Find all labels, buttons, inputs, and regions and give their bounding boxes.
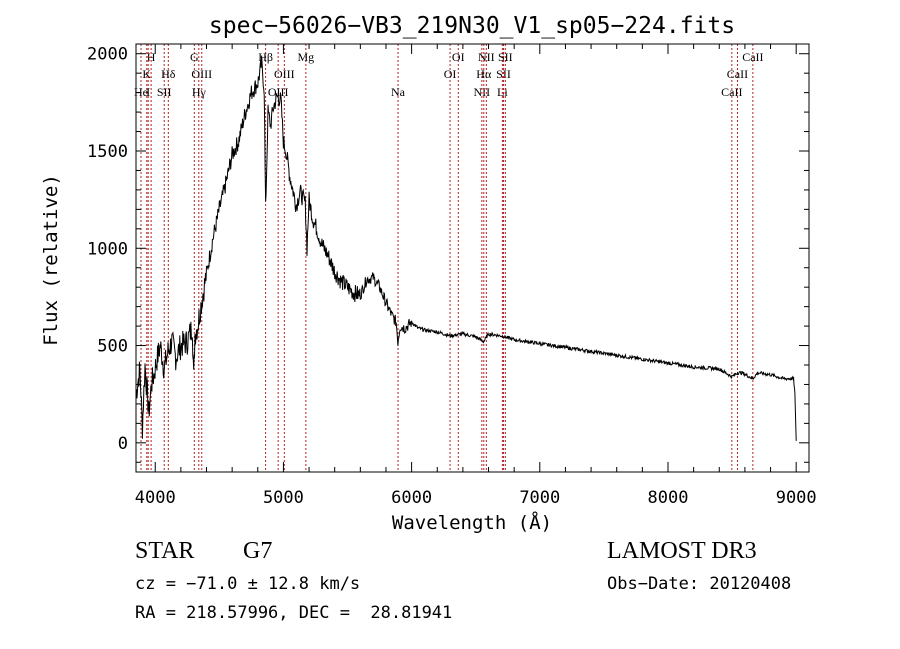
spectral-line-label: SII	[157, 85, 172, 99]
y-tick-label: 2000	[87, 45, 128, 65]
star-class: STAR	[135, 538, 195, 564]
spectral-line-label: Hδ	[161, 67, 176, 81]
spectral-line-label: He	[134, 85, 148, 99]
spectral-line-label: Na	[391, 85, 406, 99]
spectral-line-label: Hγ	[192, 85, 207, 99]
x-tick-label: 4000	[135, 488, 176, 508]
star-subclass: G7	[243, 538, 273, 564]
spectral-line-label: OI	[444, 67, 457, 81]
spectral-line-label: CaII	[742, 50, 763, 64]
y-tick-label: 1500	[87, 142, 128, 162]
x-tick-label: 6000	[391, 488, 432, 508]
y-axis-label: Flux (relative)	[40, 174, 62, 346]
y-tick-label: 500	[97, 337, 128, 357]
spectral-line-label: CaII	[721, 85, 742, 99]
spectral-line-label: OIII	[274, 67, 295, 81]
spectral-line-label: OIII	[191, 67, 212, 81]
x-tick-label: 9000	[776, 488, 817, 508]
observation-date: Obs−Date: 20120408	[607, 574, 792, 594]
axes-layer: 4000 5000 6000 7000 8000 9000 0 500 1000 1500 2000	[87, 44, 817, 508]
survey-name: LAMOST DR3	[607, 538, 757, 564]
x-axis-label: Wavelength (Å)	[392, 511, 552, 534]
spectral-line-label: K	[142, 67, 151, 81]
spectral-line-label: OIII	[268, 85, 289, 99]
flux-series-line	[136, 55, 797, 441]
spectral-line-label: G	[190, 50, 199, 64]
spectral-line-label: SII	[498, 50, 513, 64]
spectral-line-label: NII	[474, 85, 491, 99]
spectral-line-label: Li	[497, 85, 508, 99]
spectral-line-label: SII	[496, 67, 511, 81]
spectral-line-label: CaII	[727, 67, 748, 81]
y-tick-label: 1000	[87, 239, 128, 259]
x-tick-label: 8000	[648, 488, 689, 508]
redshift-cz: cz = −71.0 ± 12.8 km/s	[135, 574, 361, 594]
flux-layer	[136, 55, 797, 441]
coordinates: RA = 218.57996, DEC = 28.81941	[135, 603, 453, 623]
x-tick-label: 7000	[519, 488, 560, 508]
x-tick-label: 5000	[263, 488, 304, 508]
plot-frame	[135, 43, 810, 473]
spectral-line-label: NII	[478, 50, 495, 64]
spectral-line-label: OI	[452, 50, 465, 64]
spectral-line-label: I	[146, 85, 150, 99]
spectral-line-label: H	[147, 50, 156, 64]
spectral-line-label: Hα	[476, 67, 492, 81]
y-tick-label: 0	[118, 434, 128, 454]
spectral-line-label: Mg	[298, 50, 315, 64]
chart-title: spec−56026−VB3_219N30_V1_sp05−224.fits	[209, 13, 735, 39]
